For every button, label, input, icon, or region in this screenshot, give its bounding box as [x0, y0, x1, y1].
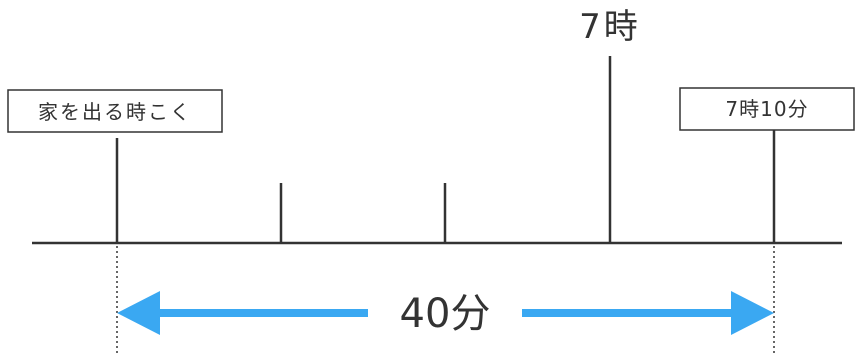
label-seven: 7時 — [579, 7, 641, 47]
label-seven-ten-box — [679, 87, 855, 131]
label-leave-home: 家を出る時こく — [7, 89, 223, 133]
label-duration: 40分 — [400, 291, 491, 337]
label-seven-ten-text: 7時10分 — [725, 97, 808, 121]
arrow-head-right-icon — [731, 291, 774, 335]
duration-arrow — [117, 291, 774, 335]
label-seven-ten: 7時10分 — [679, 87, 855, 131]
label-leave-home-text: 家を出る時こく — [38, 100, 192, 124]
label-leave-home-box — [7, 89, 223, 133]
arrow-head-left-icon — [117, 291, 160, 335]
